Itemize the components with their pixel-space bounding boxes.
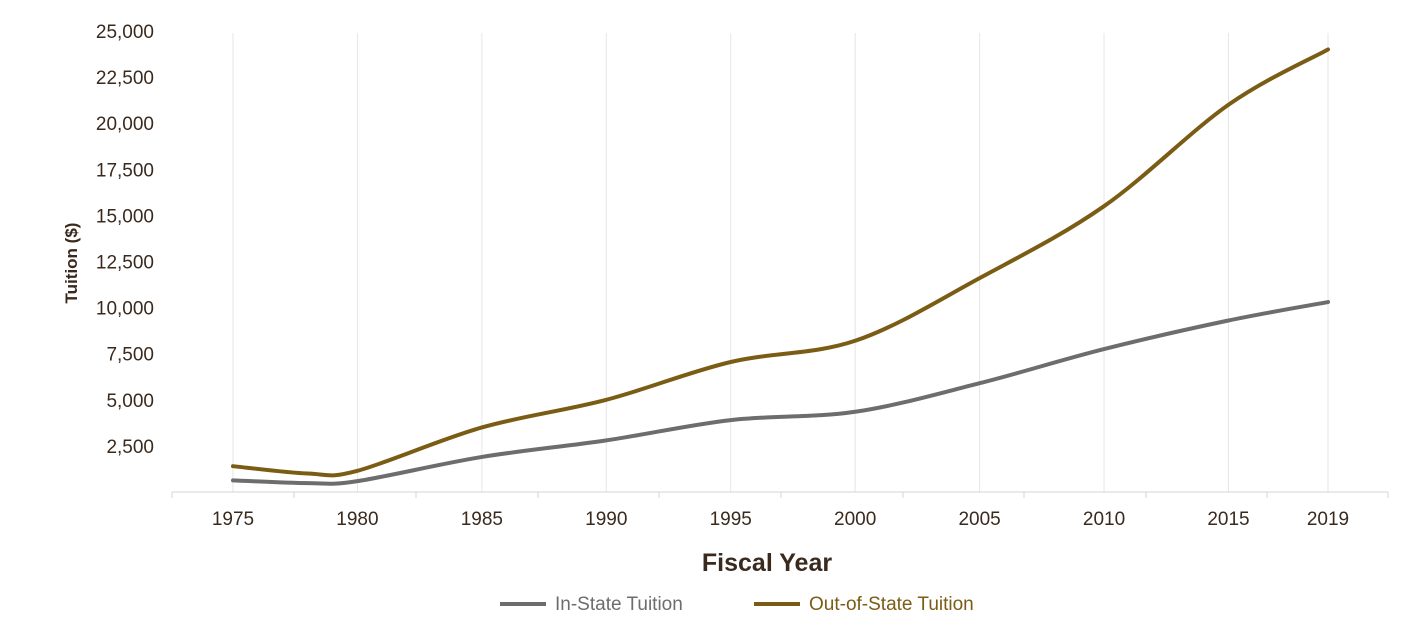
y-tick-label: 22,500 xyxy=(96,68,154,89)
series-lines xyxy=(231,47,1330,486)
y-tick-label: 5,000 xyxy=(106,391,154,412)
x-tick-label: 1980 xyxy=(336,509,378,530)
x-tick-label: 2015 xyxy=(1207,509,1249,530)
y-tick-label: 7,500 xyxy=(106,345,154,366)
x-tick-label: 2019 xyxy=(1307,509,1349,530)
x-tick-label: 2010 xyxy=(1083,509,1125,530)
y-tick-label: 12,500 xyxy=(96,253,154,274)
y-tick-label: 20,000 xyxy=(96,114,154,135)
legend-label-out-of-state: Out-of-State Tuition xyxy=(809,594,974,615)
y-tick-label: 25,000 xyxy=(96,22,154,43)
x-tick-label: 1995 xyxy=(710,509,752,530)
y-tick-label: 10,000 xyxy=(96,299,154,320)
x-tick-label: 2005 xyxy=(958,509,1000,530)
x-tick-label: 1975 xyxy=(212,509,254,530)
x-tick-label: 1990 xyxy=(585,509,627,530)
y-tick-labels: 2,500 5,000 7,500 10,000 12,500 15,000 17,500 2… xyxy=(96,22,154,458)
x-tick-labels: 1975 1980 1985 1990 1995 2000 2005 2010 2015 2019 xyxy=(212,509,1349,530)
series-line-out-of-state xyxy=(231,47,1330,478)
y-tick-label: 2,500 xyxy=(106,437,154,458)
axes xyxy=(171,491,1389,498)
y-tick-label: 15,000 xyxy=(96,206,154,227)
grid-lines xyxy=(232,33,1329,492)
x-tick-label: 2000 xyxy=(834,509,876,530)
legend: In-State Tuition Out-of-State Tuition xyxy=(500,594,974,615)
y-axis-label: Tuition ($) xyxy=(62,223,81,304)
series-line-in-state xyxy=(231,300,1330,486)
legend-label-in-state: In-State Tuition xyxy=(555,594,683,615)
x-tick-label: 1985 xyxy=(461,509,503,530)
y-tick-label: 17,500 xyxy=(96,160,154,181)
x-axis-label: Fiscal Year xyxy=(702,549,832,577)
